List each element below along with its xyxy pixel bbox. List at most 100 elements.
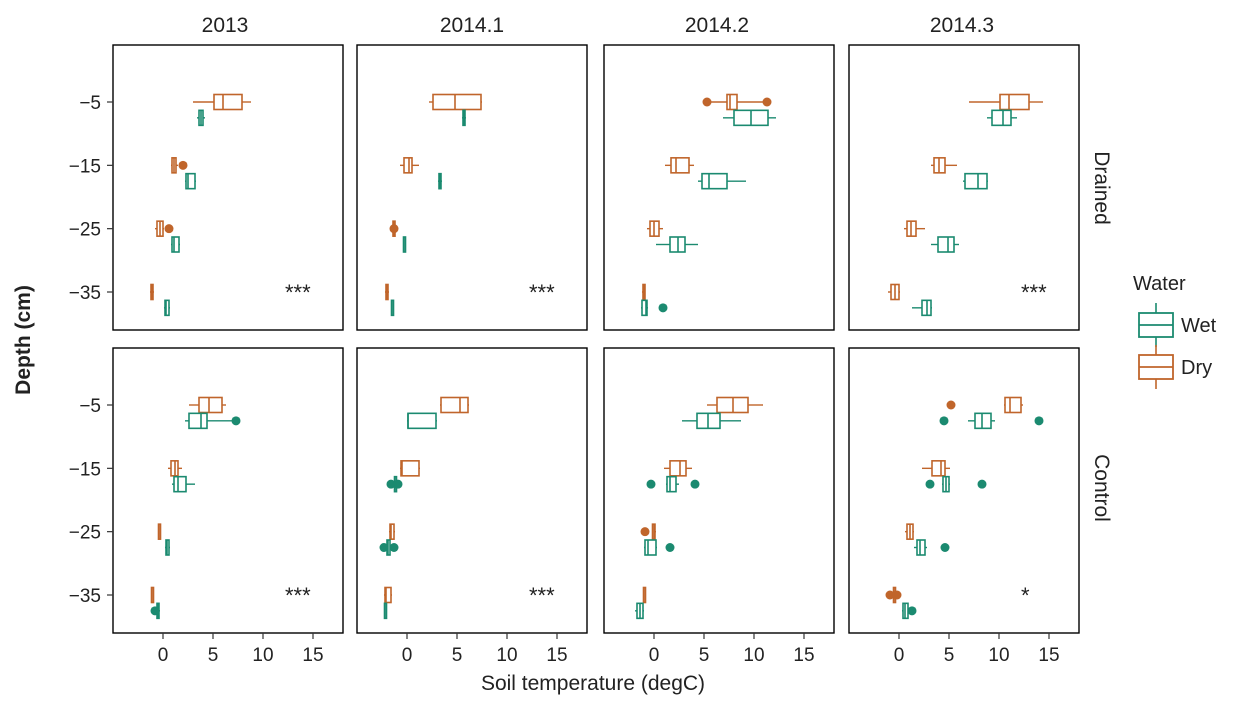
box-dry-5 — [969, 93, 1043, 111]
iqr-box — [916, 539, 926, 556]
iqr-box — [701, 172, 728, 190]
y-tick-label: −5 — [79, 396, 101, 417]
panel-frame — [848, 44, 1080, 331]
outlier-point — [762, 97, 772, 107]
legend-label-wet: Wet — [1181, 315, 1217, 337]
panel-drained-2014-3: *** — [848, 44, 1080, 331]
iqr-box — [669, 460, 687, 477]
box-wet-7.5 — [723, 109, 776, 127]
column-label-2014-1: 2014.1 — [440, 14, 504, 37]
iqr-box — [188, 412, 208, 430]
box-wet-37.5 — [164, 299, 170, 317]
legend: Water Wet Dry — [1133, 273, 1217, 389]
iqr-box — [171, 236, 180, 253]
x-tick-label: 15 — [1038, 645, 1059, 666]
significance-annotation: *** — [529, 583, 555, 608]
box-dry-5 — [702, 93, 772, 111]
box-dry-35 — [642, 283, 646, 301]
x-tick-label: 0 — [158, 645, 169, 666]
box-wet-7.5 — [939, 412, 1044, 430]
iqr-box — [403, 157, 413, 174]
panel-control-2013: −5 −15 −25 −35 0 5 10 15 *** — [69, 347, 344, 666]
outlier-point — [379, 543, 389, 552]
y-tick-label: −5 — [79, 93, 101, 114]
panel-drained-2014-2 — [603, 44, 835, 331]
box-dry-35 — [150, 283, 154, 301]
outlier-point — [907, 606, 917, 616]
x-tick-label: 10 — [988, 645, 1009, 666]
significance-annotation: *** — [1021, 280, 1047, 305]
outlier-point — [1034, 416, 1044, 426]
iqr-box — [670, 157, 690, 174]
x-tick-label: 15 — [546, 645, 567, 666]
box-dry-25 — [389, 220, 399, 237]
iqr-box — [407, 412, 437, 430]
y-tick-label: −35 — [69, 283, 101, 304]
iqr-box — [931, 460, 946, 477]
iqr-box — [440, 396, 469, 414]
panel-frame — [603, 347, 835, 634]
y-tick-label: −35 — [69, 586, 101, 607]
panel-control-2014-3: 0 5 10 15 * — [848, 347, 1080, 666]
box-dry-35 — [384, 586, 392, 604]
x-tick-label: 5 — [452, 645, 463, 666]
outlier-point — [164, 224, 174, 234]
box-dry-25 — [647, 220, 663, 237]
outlier-point — [892, 590, 902, 600]
row-label-control: Control — [1090, 454, 1113, 522]
box-dry-35 — [642, 586, 647, 604]
outlier-point — [389, 543, 399, 552]
outlier-point — [946, 400, 956, 410]
outlier-point — [925, 479, 935, 489]
x-tick-label: 15 — [793, 645, 814, 666]
box-wet-17.5 — [646, 475, 700, 493]
x-tick-label: 0 — [649, 645, 660, 666]
iqr-box — [666, 475, 677, 493]
box-wet-17.5 — [172, 475, 195, 493]
box-wet-27.5 — [379, 539, 399, 556]
x-tick-label: 5 — [208, 645, 219, 666]
column-label-2014-2: 2014.2 — [685, 14, 749, 37]
box-dry-5 — [189, 396, 226, 414]
outlier-point — [640, 527, 650, 537]
panel-frame — [112, 44, 344, 331]
panel-frame — [848, 347, 1080, 634]
outlier-point — [702, 97, 712, 107]
x-tick-label: 5 — [699, 645, 710, 666]
box-dry-35 — [885, 586, 902, 604]
iqr-box — [432, 93, 482, 111]
box-dry-15 — [400, 460, 420, 477]
outlier-point — [977, 479, 987, 489]
outlier-point — [690, 479, 700, 489]
box-dry-35 — [888, 283, 900, 301]
box-dry-25 — [640, 523, 656, 540]
y-axis-title: Depth (cm) — [12, 285, 35, 395]
iqr-box — [937, 236, 955, 253]
box-wet-17.5 — [925, 475, 987, 493]
box-wet-37.5 — [383, 602, 388, 620]
box-dry-35 — [385, 283, 389, 301]
panel-frame — [356, 44, 588, 331]
iqr-box — [384, 586, 392, 604]
outlier-point — [389, 224, 399, 234]
x-tick-label: 0 — [402, 645, 413, 666]
box-wet-7.5 — [407, 412, 437, 430]
outlier-point — [940, 543, 950, 552]
box-dry-5 — [946, 396, 1023, 414]
box-wet-7.5 — [197, 109, 205, 127]
y-tick-label: −25 — [69, 220, 101, 241]
outlier-point — [386, 479, 396, 489]
box-dry-5 — [707, 396, 763, 414]
x-tick-label: 10 — [496, 645, 517, 666]
box-dry-25 — [155, 220, 174, 237]
box-dry-25 — [389, 523, 395, 540]
box-dry-15 — [400, 157, 419, 174]
box-dry-5 — [440, 396, 469, 414]
outlier-point — [939, 416, 949, 426]
box-wet-7.5 — [987, 109, 1017, 127]
outlier-point — [646, 479, 656, 489]
significance-annotation: *** — [285, 280, 311, 305]
iqr-box — [389, 523, 395, 540]
outlier-point — [178, 160, 188, 170]
